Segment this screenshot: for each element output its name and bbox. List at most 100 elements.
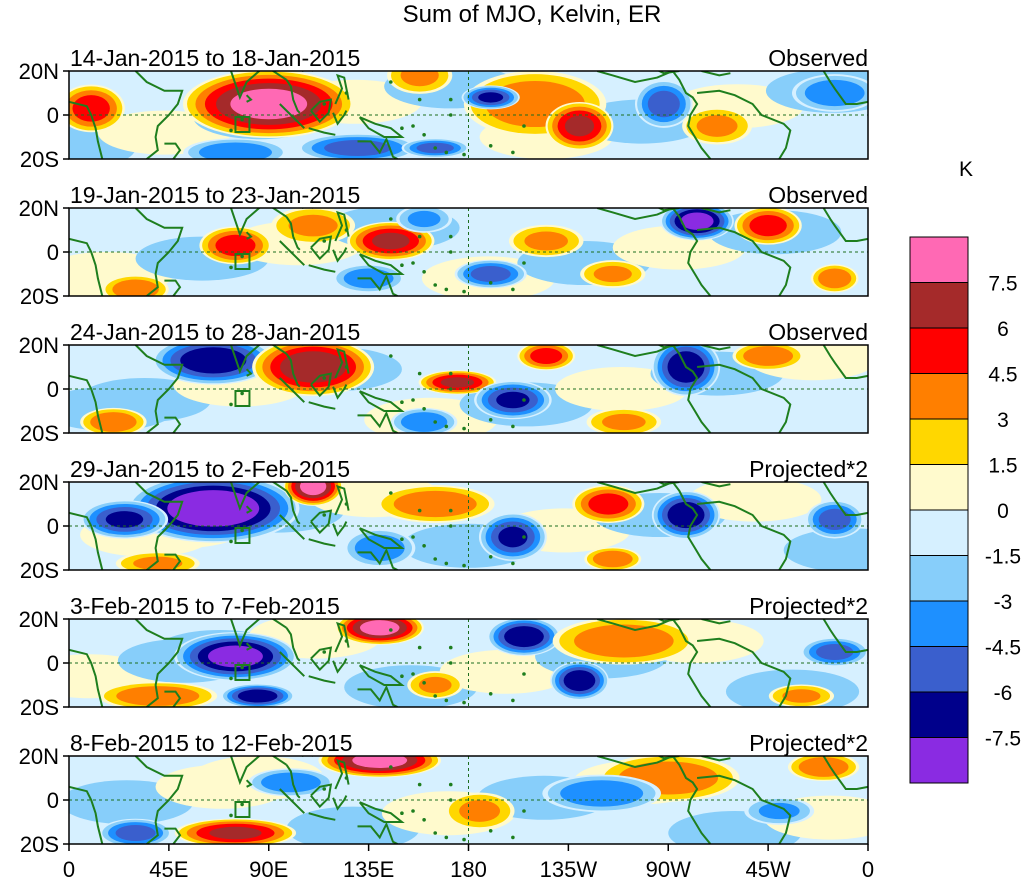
anomaly-contour: [782, 689, 821, 703]
panel-label: Projected*2: [749, 730, 868, 756]
island: [444, 835, 449, 840]
y-tick-label: 20N: [19, 59, 59, 84]
anomaly-contour: [115, 825, 156, 841]
anomaly-contour: [560, 780, 644, 807]
coastline: [197, 482, 288, 512]
coastline: [822, 756, 868, 790]
coastline: [245, 94, 253, 103]
coastline: [279, 240, 305, 266]
y-tick-label: 0: [47, 377, 59, 402]
coastline: [310, 783, 333, 809]
coastline: [332, 795, 348, 811]
island: [522, 124, 526, 128]
island: [411, 124, 415, 128]
island: [448, 234, 453, 239]
island: [400, 674, 404, 678]
island: [389, 354, 393, 358]
panel: 20N 0 20S 3-Feb-2015 to 7-Feb-2015 Projected…: [19, 593, 869, 720]
coastline: [308, 401, 336, 410]
coastline: [358, 116, 405, 138]
anomaly-contour: [647, 90, 680, 118]
colorbar-label: -3: [994, 591, 1013, 614]
anomaly-contour: [743, 346, 794, 366]
island: [462, 152, 466, 157]
island: [444, 150, 449, 155]
anomaly-contour: [470, 266, 511, 282]
island: [400, 537, 404, 541]
coastline: [285, 353, 301, 388]
island: [344, 776, 349, 780]
coastline: [357, 273, 398, 296]
anomaly-contour: [208, 645, 263, 668]
coastline: [197, 208, 288, 238]
island: [229, 402, 233, 407]
coastline: [310, 98, 333, 124]
island: [448, 113, 453, 117]
island: [511, 424, 515, 429]
colorbar-label: 7.5: [988, 273, 1017, 296]
coastline: [358, 253, 405, 275]
x-tick-label: 45W: [746, 857, 791, 882]
island: [322, 650, 327, 654]
island: [411, 535, 415, 539]
island: [462, 426, 466, 431]
y-tick-label: 20S: [20, 558, 59, 583]
panel-period: 29-Jan-2015 to 2-Feb-2015: [70, 456, 350, 482]
coastline: [279, 788, 305, 814]
island: [448, 524, 453, 528]
island: [511, 561, 515, 566]
coastlines: [69, 482, 868, 570]
island: [229, 265, 233, 270]
y-tick-label: 20S: [20, 832, 59, 857]
coastline: [285, 79, 301, 114]
coastline: [701, 71, 731, 77]
coastline: [596, 345, 712, 433]
coastline: [334, 621, 350, 653]
island: [229, 539, 233, 544]
panel: 20N 0 20S 14-Jan-2015 to 18-Jan-2015 Observe…: [19, 45, 869, 172]
colorbar-label: 4.5: [988, 364, 1017, 387]
coastline: [701, 756, 731, 762]
anomaly-contour: [804, 79, 865, 107]
coastline: [164, 142, 182, 159]
coastline: [357, 684, 398, 707]
coastline: [197, 756, 288, 786]
panel-label: Projected*2: [749, 456, 868, 482]
y-tick-label: 0: [47, 240, 59, 265]
colorbar-swatch: [909, 509, 969, 556]
coastline: [285, 490, 301, 525]
panel-label: Projected*2: [749, 593, 868, 619]
island: [229, 676, 233, 681]
island: [344, 228, 349, 232]
coastline: [822, 71, 868, 105]
anomaly-field: [69, 756, 868, 844]
coastline: [357, 821, 398, 844]
coastline: [134, 482, 184, 570]
y-tick-label: 20N: [19, 470, 59, 495]
anomaly-contour: [359, 620, 400, 636]
anomaly-contour: [574, 624, 674, 658]
y-tick-label: 20S: [20, 695, 59, 720]
colorbar-swatch: [909, 327, 969, 374]
island: [511, 150, 515, 155]
colorbar-label: 0: [997, 500, 1009, 523]
anomaly-contour: [593, 265, 632, 283]
colorbar-units: K: [959, 158, 973, 181]
island: [389, 80, 393, 84]
colorbar-swatch: [909, 464, 969, 511]
island: [488, 692, 493, 696]
coastline: [164, 279, 182, 296]
anomaly-contour: [564, 115, 595, 137]
y-tick-label: 20N: [19, 196, 59, 221]
anomaly-contour: [496, 391, 530, 409]
anomaly-field: [69, 619, 868, 707]
island: [322, 239, 327, 243]
y-tick-label: 20N: [19, 333, 59, 358]
coastline: [245, 505, 253, 514]
island: [322, 787, 327, 791]
island: [522, 809, 526, 813]
y-tick-label: 0: [47, 651, 59, 676]
coastline: [279, 377, 305, 403]
coastline: [164, 690, 182, 707]
colorbar-label: 6: [997, 318, 1009, 341]
